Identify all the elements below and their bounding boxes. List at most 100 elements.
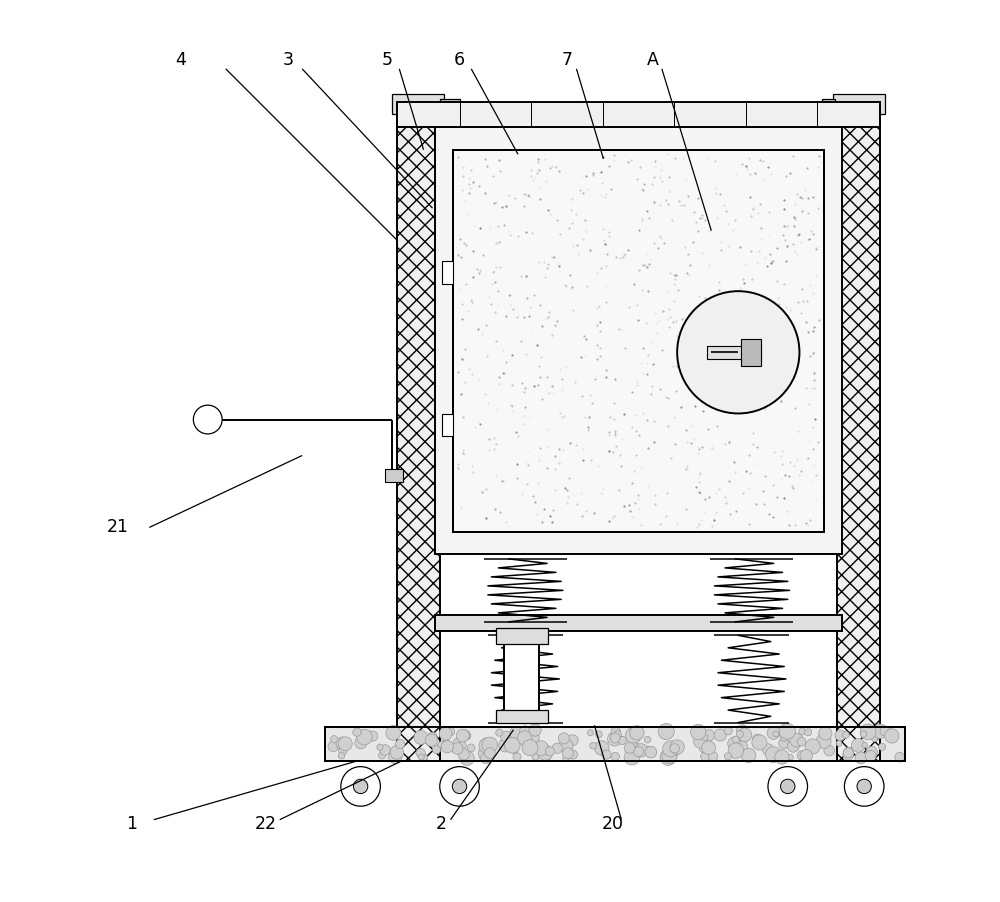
Circle shape xyxy=(510,727,522,739)
Circle shape xyxy=(738,728,752,741)
Circle shape xyxy=(855,752,867,764)
Circle shape xyxy=(736,731,743,738)
Circle shape xyxy=(767,727,780,740)
Circle shape xyxy=(805,729,812,736)
Text: 7: 7 xyxy=(562,51,573,69)
Circle shape xyxy=(670,743,679,753)
Circle shape xyxy=(517,731,532,745)
Circle shape xyxy=(857,779,871,794)
Circle shape xyxy=(709,752,718,761)
Circle shape xyxy=(843,748,853,758)
Circle shape xyxy=(552,743,562,753)
Circle shape xyxy=(691,724,706,740)
Circle shape xyxy=(441,740,451,750)
Circle shape xyxy=(542,752,551,761)
Circle shape xyxy=(456,729,469,742)
Circle shape xyxy=(377,744,383,750)
Circle shape xyxy=(496,729,503,736)
Circle shape xyxy=(522,740,538,756)
Circle shape xyxy=(788,754,793,760)
Circle shape xyxy=(752,735,767,750)
Circle shape xyxy=(484,748,495,759)
Bar xyxy=(435,127,842,555)
Circle shape xyxy=(432,746,441,754)
Circle shape xyxy=(611,752,619,760)
Circle shape xyxy=(339,747,347,755)
Text: 2: 2 xyxy=(436,815,447,833)
Circle shape xyxy=(502,738,509,745)
Circle shape xyxy=(844,767,884,806)
Circle shape xyxy=(395,740,405,749)
Circle shape xyxy=(783,729,789,734)
Circle shape xyxy=(529,724,541,736)
Text: 1: 1 xyxy=(126,815,137,833)
Circle shape xyxy=(872,736,878,741)
Circle shape xyxy=(851,739,865,752)
Circle shape xyxy=(416,749,425,758)
Circle shape xyxy=(389,750,402,764)
Circle shape xyxy=(728,743,744,759)
Circle shape xyxy=(611,727,620,737)
Circle shape xyxy=(501,732,512,742)
Circle shape xyxy=(610,733,620,743)
Circle shape xyxy=(660,750,676,766)
Circle shape xyxy=(879,743,886,750)
Circle shape xyxy=(331,735,338,742)
Circle shape xyxy=(452,742,463,754)
Circle shape xyxy=(860,724,876,740)
Circle shape xyxy=(724,727,732,735)
Circle shape xyxy=(775,750,789,764)
Text: 6: 6 xyxy=(454,51,465,69)
Circle shape xyxy=(379,752,386,759)
Circle shape xyxy=(467,744,475,751)
Circle shape xyxy=(819,727,832,740)
Circle shape xyxy=(453,739,461,746)
Circle shape xyxy=(520,726,530,736)
Circle shape xyxy=(559,739,573,752)
Circle shape xyxy=(439,727,452,741)
Circle shape xyxy=(482,737,498,753)
Circle shape xyxy=(558,733,569,744)
Circle shape xyxy=(835,730,846,741)
Circle shape xyxy=(618,736,626,744)
Circle shape xyxy=(662,749,677,763)
Circle shape xyxy=(528,732,539,743)
Text: A: A xyxy=(647,51,659,69)
Circle shape xyxy=(602,750,611,759)
Circle shape xyxy=(862,742,868,748)
Circle shape xyxy=(328,741,338,751)
Circle shape xyxy=(800,750,812,762)
Circle shape xyxy=(873,724,887,739)
Circle shape xyxy=(341,767,380,806)
Bar xyxy=(385,469,403,483)
Circle shape xyxy=(353,728,361,736)
Bar xyxy=(392,94,444,114)
Circle shape xyxy=(644,746,650,752)
Bar xyxy=(496,710,548,723)
Circle shape xyxy=(395,730,401,735)
Circle shape xyxy=(860,731,867,737)
Circle shape xyxy=(824,745,834,756)
Circle shape xyxy=(765,747,781,762)
Circle shape xyxy=(779,723,795,740)
Circle shape xyxy=(773,731,779,737)
Circle shape xyxy=(427,732,437,742)
Bar xyxy=(397,114,440,761)
Circle shape xyxy=(438,741,444,748)
Bar xyxy=(741,339,761,366)
Circle shape xyxy=(663,741,679,757)
Bar xyxy=(442,414,453,437)
Circle shape xyxy=(460,730,470,741)
Circle shape xyxy=(563,755,569,761)
Circle shape xyxy=(357,730,372,745)
Circle shape xyxy=(464,732,471,740)
Circle shape xyxy=(452,779,467,794)
Circle shape xyxy=(701,752,710,761)
Circle shape xyxy=(425,734,438,746)
Circle shape xyxy=(667,744,680,757)
Circle shape xyxy=(701,734,708,741)
Circle shape xyxy=(741,749,756,762)
Circle shape xyxy=(645,746,657,758)
Circle shape xyxy=(624,750,640,765)
Circle shape xyxy=(787,741,799,752)
